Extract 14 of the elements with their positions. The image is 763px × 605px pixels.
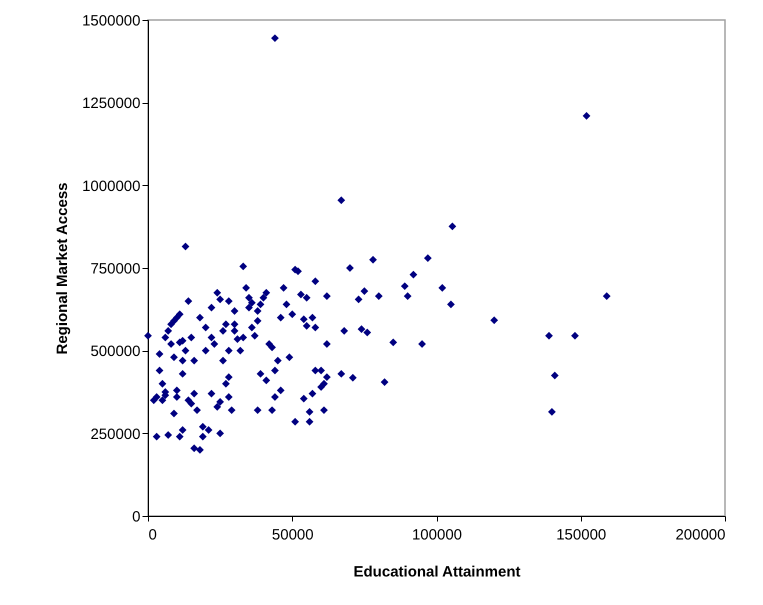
y-tick-label: 0 <box>132 508 140 526</box>
y-axis-title: Regional Market Access <box>54 182 72 355</box>
x-tick-label: 200000 <box>675 526 726 544</box>
x-tick-label: 100000 <box>412 526 462 544</box>
y-tick-label: 500000 <box>90 343 140 360</box>
y-tick-label: 750000 <box>90 260 140 278</box>
y-tick-label: 250000 <box>90 426 140 443</box>
y-tick-label: 1500000 <box>82 12 140 30</box>
x-tick-label: 0 <box>148 526 157 544</box>
x-tick-label: 150000 <box>556 526 606 544</box>
y-tick-label: 1250000 <box>82 95 140 112</box>
y-tick-label: 1000000 <box>82 178 140 195</box>
x-axis-title: Educational Attainment <box>354 564 520 580</box>
x-tick-label: 50000 <box>272 526 314 544</box>
